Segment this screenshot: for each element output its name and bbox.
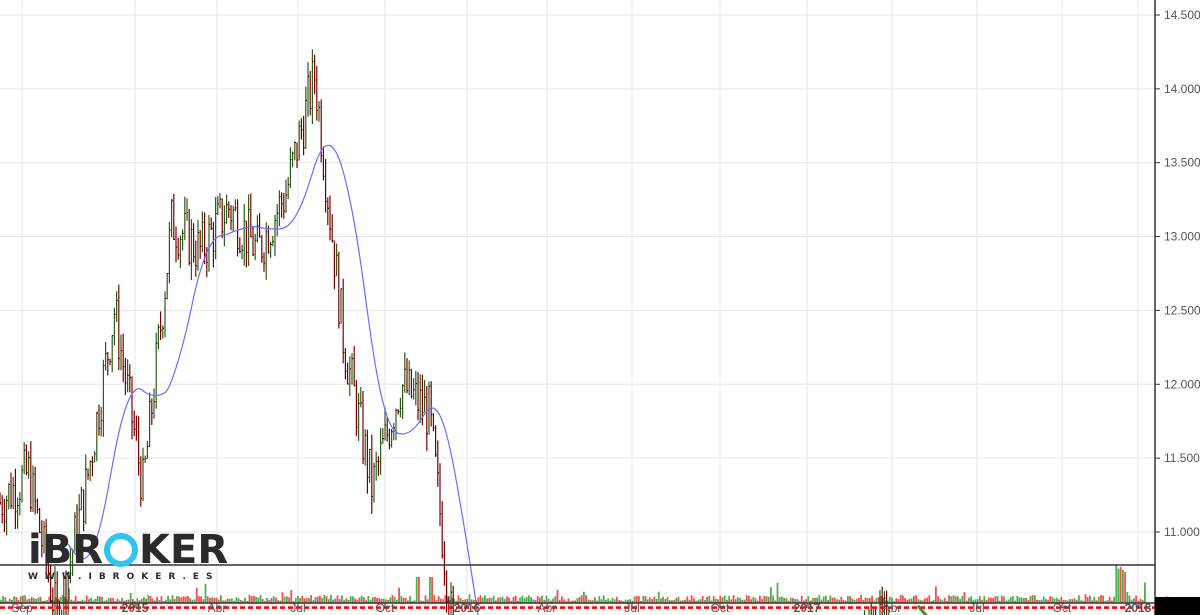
brand-suffix: KER (139, 527, 229, 573)
moving-average-line (67, 144, 479, 615)
axis-corner (1155, 597, 1200, 615)
x-axis-ticks: Sep 2015 Abr Jul Oct 2016 Abr Jul Oct 2017 Abr Jul O… (11, 601, 1151, 615)
y-tick-label: 13.000 (1164, 230, 1200, 244)
x-tick-label: Oct (376, 601, 395, 615)
grid-lines (0, 0, 1155, 607)
x-tick-label: Oct (1053, 601, 1072, 615)
x-tick-label: Abr (208, 601, 227, 615)
y-tick-label: 11.500 (1164, 451, 1200, 465)
y-tick-label: 14.500 (1164, 8, 1200, 22)
x-tick-label: Jul (290, 601, 305, 615)
x-tick-label: Oct (711, 601, 730, 615)
brand-url: WWW.IBROKER.ES (28, 572, 220, 582)
ibroker-watermark: iBR KER WWW.IBROKER.ES (28, 530, 238, 590)
x-tick-label: Abr (883, 601, 902, 615)
y-tick-label: 13.500 (1164, 156, 1200, 170)
brand-prefix: iBR (28, 527, 103, 573)
y-tick-label: 14.000 (1164, 82, 1200, 96)
x-tick-label: 2015 (122, 601, 149, 615)
axes (0, 0, 1156, 615)
x-tick-label: Abr (538, 601, 557, 615)
x-tick-label: Jul (969, 601, 984, 615)
x-tick-label: Jul (624, 601, 639, 615)
x-tick-label: 2016 (454, 601, 481, 615)
brand-o-ring-icon (104, 533, 138, 567)
y-tick-label: 12.500 (1164, 303, 1200, 317)
x-tick-label: 2018 (1125, 601, 1152, 615)
volume-bars (0, 565, 1146, 603)
horizontal-levels (0, 606, 1155, 609)
x-tick-label: Sep (11, 601, 33, 615)
y-tick-label: 12.000 (1164, 377, 1200, 391)
y-axis-ticks: 14.500 14.000 13.500 13.000 12.500 12.000 11.5… (1155, 8, 1200, 608)
brand-logo: iBR KER (28, 530, 238, 570)
y-tick-label: 11.000 (1164, 525, 1200, 539)
x-tick-label: 2017 (794, 601, 821, 615)
